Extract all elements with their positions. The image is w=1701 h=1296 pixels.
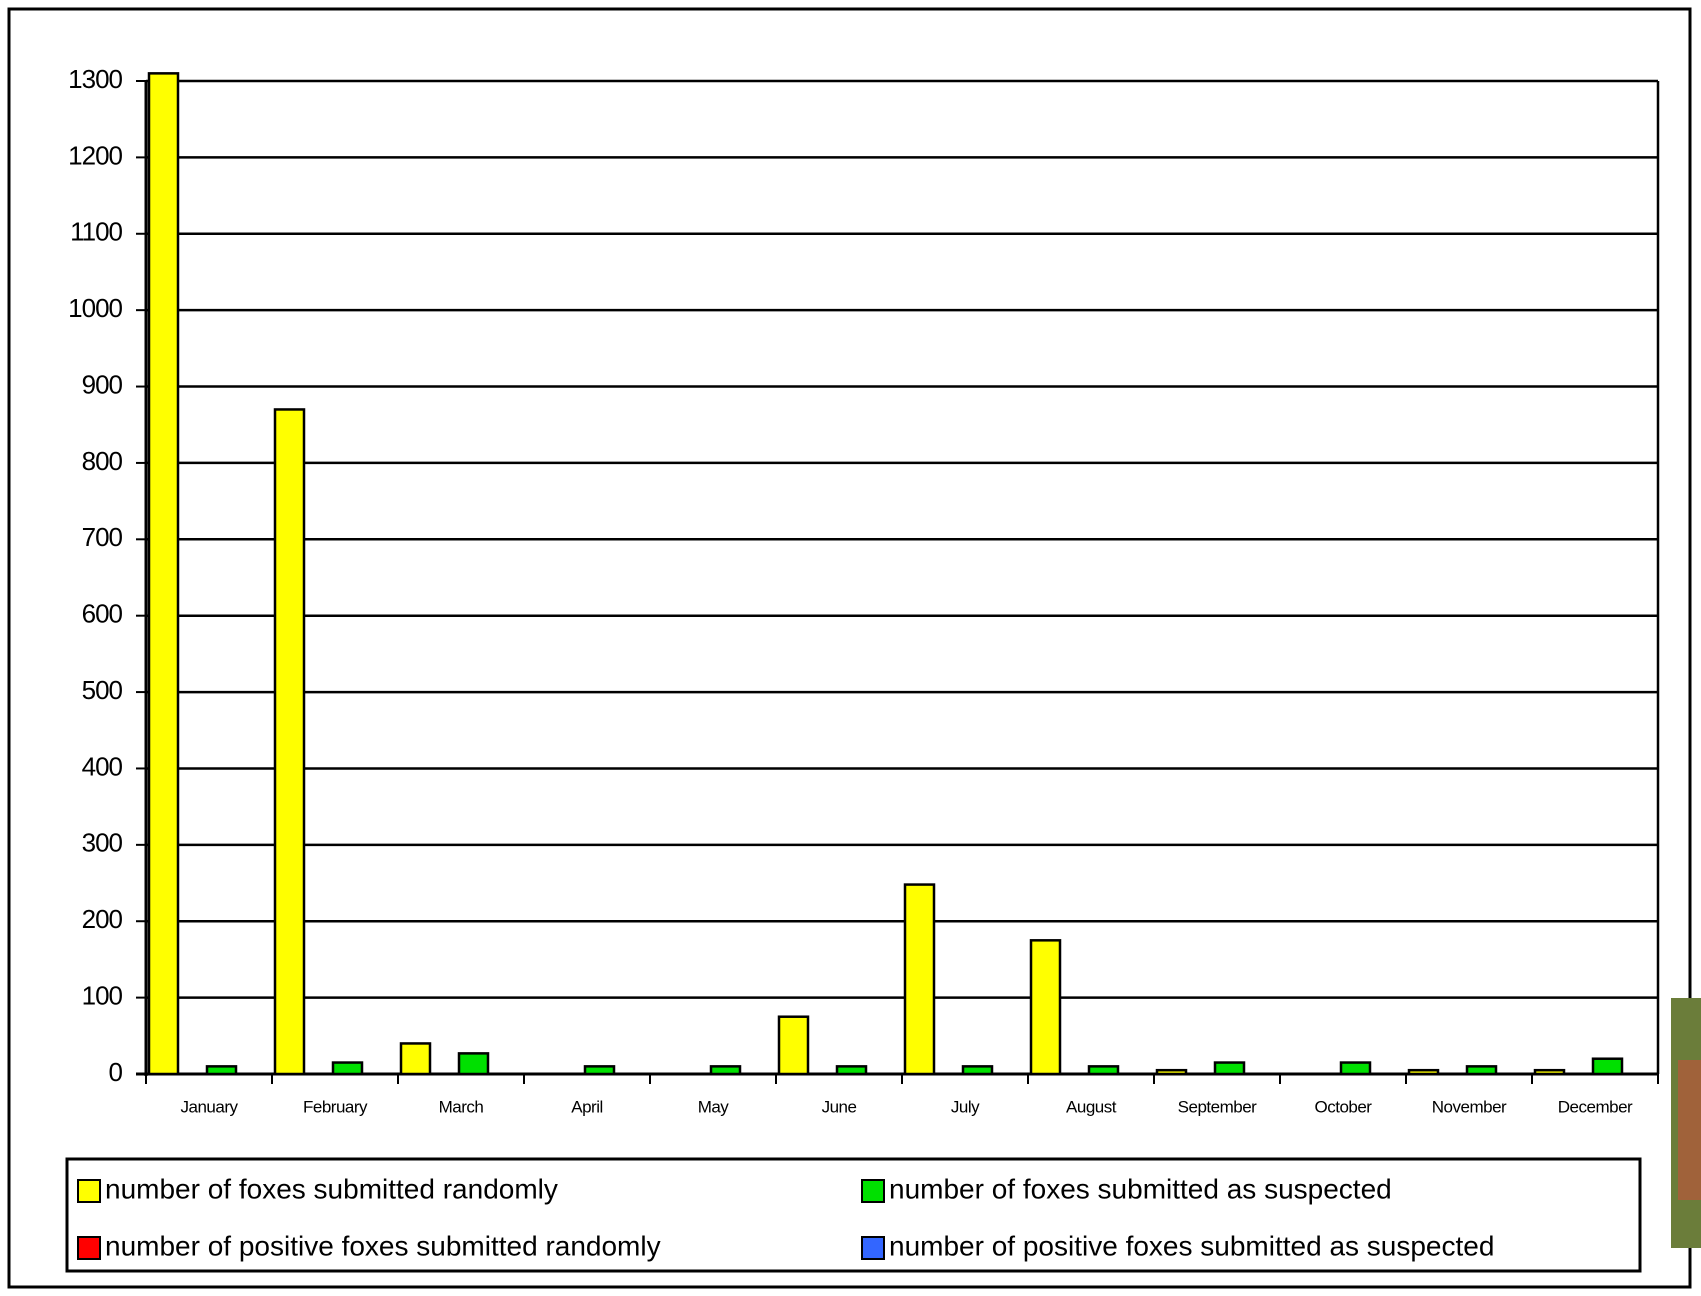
legend-label: number of positive foxes submitted rando…: [105, 1230, 661, 1261]
x-tick-label: September: [1178, 1097, 1257, 1116]
bar: [961, 1065, 994, 1076]
photo: [1671, 998, 1701, 1248]
bar: [1533, 1068, 1566, 1076]
bar: [777, 1015, 810, 1076]
y-tick-label: 1100: [70, 217, 122, 247]
legend-label: number of foxes submitted as suspected: [889, 1173, 1392, 1204]
bar: [1029, 939, 1062, 1076]
photo-fox: [1678, 1060, 1701, 1200]
legend-swatch: [77, 1179, 101, 1203]
y-tick-label: 200: [82, 904, 123, 934]
y-tick-label: 600: [82, 599, 123, 629]
bar: [709, 1065, 742, 1076]
bar: [1591, 1057, 1624, 1076]
y-tick-label: 900: [82, 369, 123, 399]
y-tick-label: 400: [82, 751, 123, 781]
bar: [1407, 1068, 1440, 1076]
chart-frame: [7, 7, 1692, 1289]
bar: [205, 1065, 238, 1076]
y-tick-label: 300: [82, 828, 123, 858]
bar: [583, 1065, 616, 1076]
legend-label: number of positive foxes submitted as su…: [889, 1230, 1494, 1261]
x-tick-label: November: [1432, 1097, 1507, 1116]
bar: [1087, 1065, 1120, 1076]
bar: [1213, 1061, 1246, 1076]
bar: [903, 883, 936, 1076]
bar: [1155, 1068, 1188, 1076]
bar: [147, 72, 180, 1076]
x-tick-label: February: [303, 1097, 368, 1116]
x-tick-label: March: [439, 1097, 484, 1116]
bar: [1339, 1061, 1372, 1076]
x-tick-label: December: [1558, 1097, 1633, 1116]
x-tick-label: January: [181, 1097, 239, 1116]
bar: [399, 1042, 432, 1076]
y-tick-label: 100: [82, 980, 123, 1010]
legend-swatch: [861, 1236, 885, 1260]
bar: [331, 1061, 364, 1076]
y-tick-label: 800: [82, 446, 123, 476]
bar: [835, 1065, 868, 1076]
y-tick-label: 0: [109, 1057, 123, 1087]
x-tick-label: July: [951, 1097, 980, 1116]
legend-swatch: [77, 1236, 101, 1260]
x-tick-label: April: [571, 1097, 603, 1116]
y-tick-label: 500: [82, 675, 123, 705]
legend-label: number of foxes submitted randomly: [105, 1173, 558, 1204]
bar: [273, 408, 306, 1076]
x-tick-label: June: [822, 1097, 857, 1116]
x-tick-label: August: [1066, 1097, 1117, 1116]
x-tick-label: October: [1315, 1097, 1373, 1116]
y-tick-label: 1200: [68, 140, 122, 170]
y-tick-label: 1300: [68, 64, 122, 94]
legend-box: [65, 1157, 1642, 1273]
bar: [457, 1052, 490, 1076]
y-tick-label: 1000: [68, 293, 122, 323]
legend-swatch: [861, 1179, 885, 1203]
y-tick-label: 700: [82, 522, 123, 552]
x-tick-label: May: [698, 1097, 730, 1116]
bar: [1465, 1065, 1498, 1076]
